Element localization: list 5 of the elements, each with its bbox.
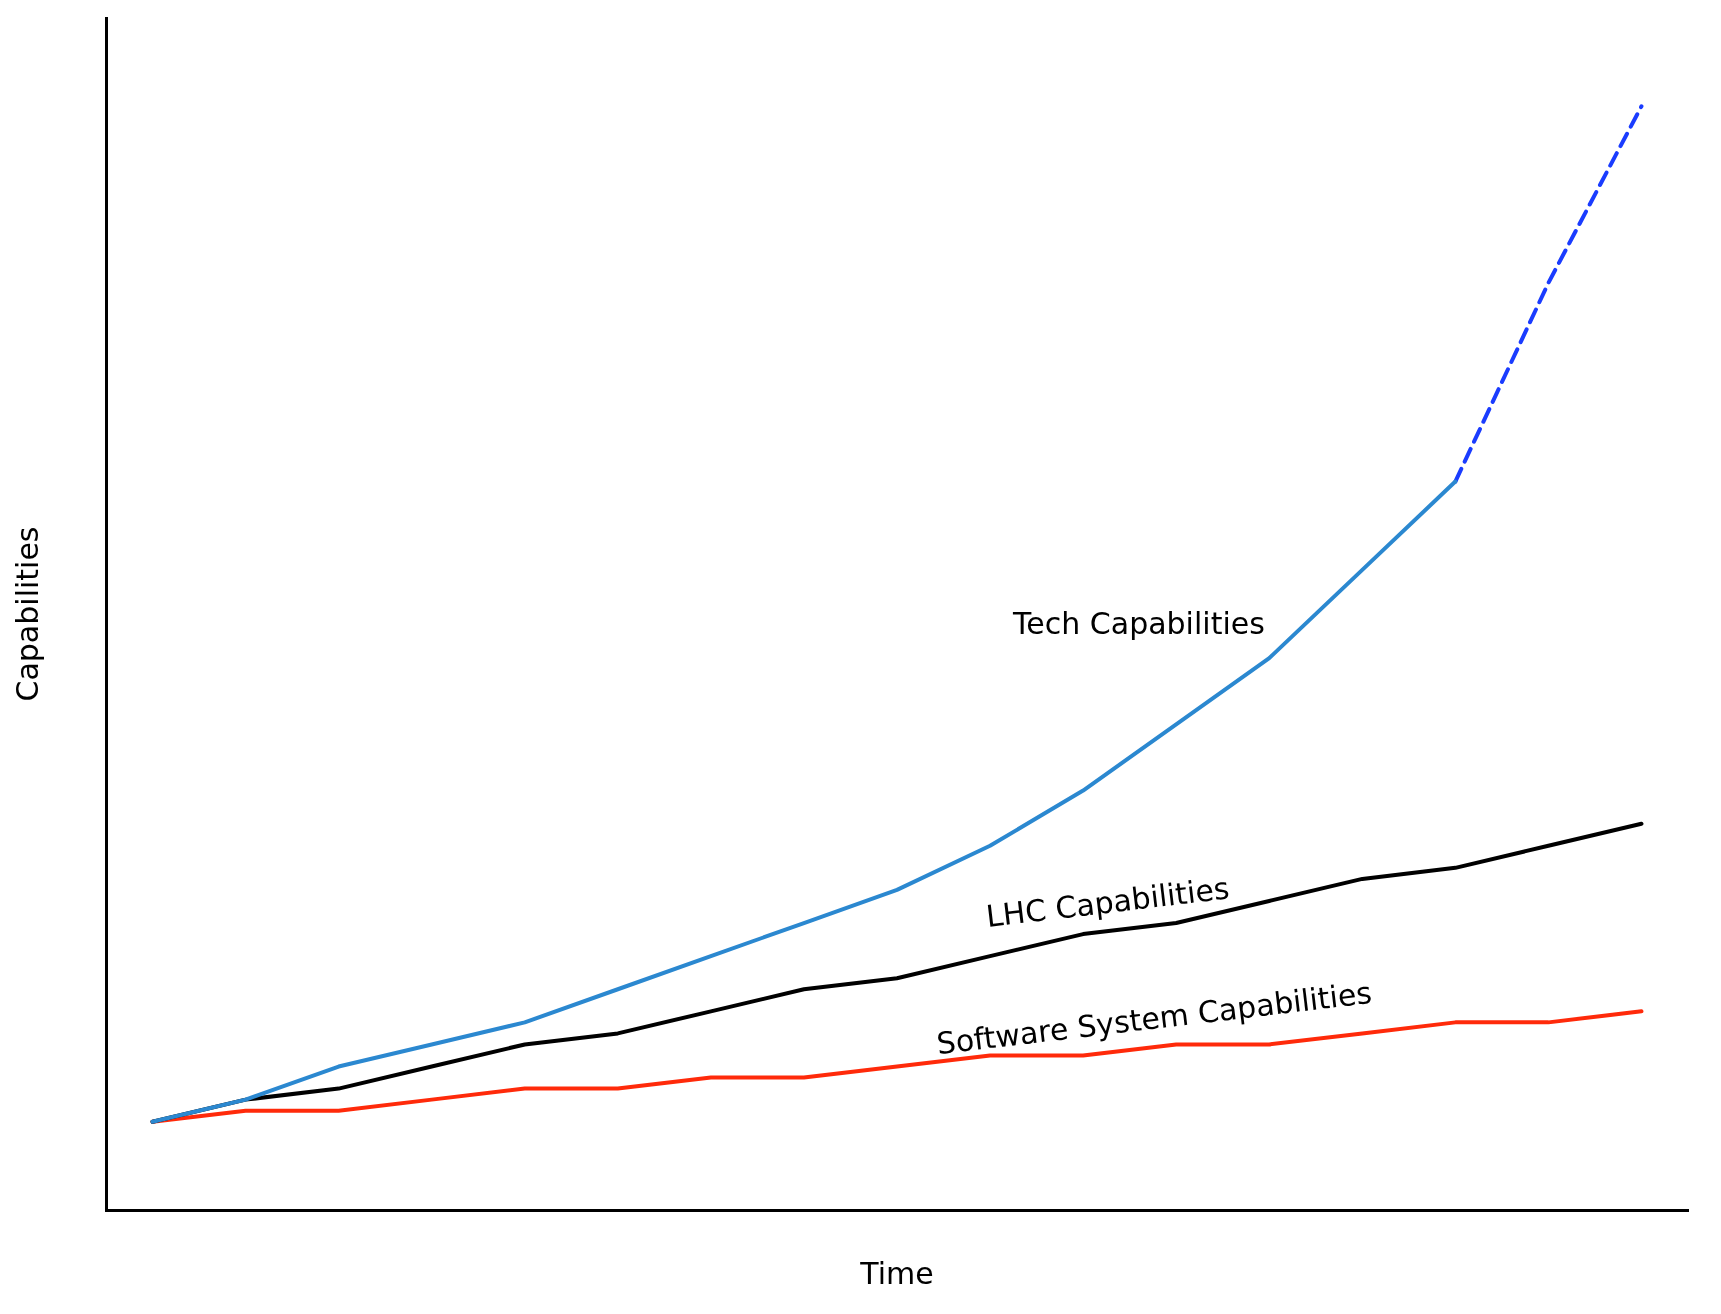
x-axis-title: Time xyxy=(859,1255,934,1291)
text: Software System Capabilities xyxy=(934,974,1374,1062)
text: LHC Capabilities xyxy=(984,870,1232,935)
y-axis-title: Capabilities xyxy=(9,526,45,702)
series-label: Tech Capabilities xyxy=(1012,605,1265,641)
